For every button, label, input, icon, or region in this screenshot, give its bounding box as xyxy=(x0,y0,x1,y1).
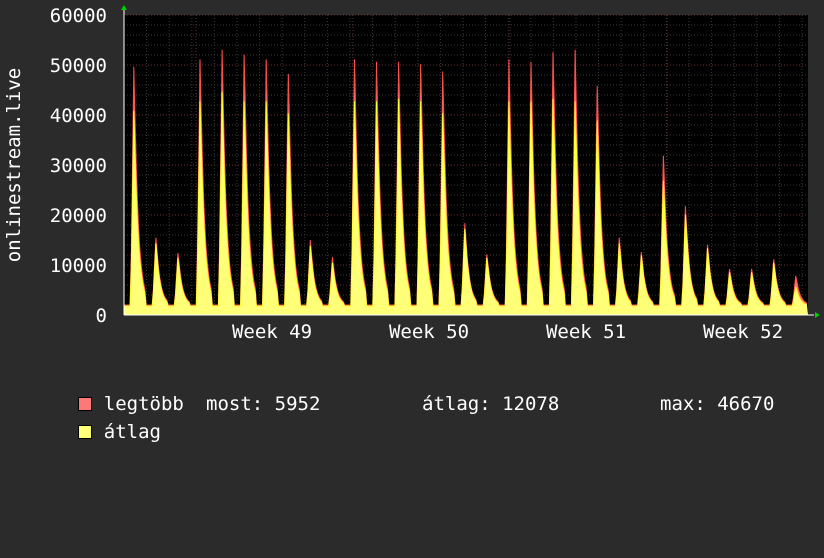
y-tick-label: 50000 xyxy=(50,55,107,77)
x-axis-arrow xyxy=(815,312,820,318)
y-tick-label: 0 xyxy=(96,305,107,327)
y-axis-label: onlinestream.live xyxy=(3,68,25,262)
y-tick-label: 60000 xyxy=(50,5,107,27)
series-avg xyxy=(124,91,808,315)
y-tick-label: 20000 xyxy=(50,205,107,227)
x-tick-label: Week 49 xyxy=(232,321,312,343)
legend-label-max: legtöbb xyxy=(103,393,184,415)
stat-average: átlag: 12078 xyxy=(422,393,560,415)
legend-swatch-avg xyxy=(77,425,92,439)
axes xyxy=(121,5,820,318)
legend-row-avg: átlag most: 5952 átlag: 12078 max: 46670 xyxy=(32,390,774,443)
y-tick-label: 10000 xyxy=(50,255,107,277)
x-tick-labels: Week 49 Week 50 Week 51 Week 52 xyxy=(232,321,783,343)
y-tick-label: 40000 xyxy=(50,105,107,127)
stat-max: max: 46670 xyxy=(660,393,775,415)
stat-now: most: 5952 xyxy=(206,393,321,415)
legend-label-avg: átlag xyxy=(103,421,161,443)
legend-row-max: legtöbb xyxy=(32,362,184,415)
x-tick-label: Week 51 xyxy=(546,321,626,343)
y-tick-label: 30000 xyxy=(50,155,107,177)
y-tick-labels: 0 10000 20000 30000 40000 50000 60000 xyxy=(50,5,107,327)
grid xyxy=(123,14,808,316)
series-avg-area xyxy=(124,91,808,315)
x-tick-label: Week 52 xyxy=(703,321,783,343)
y-axis-arrow xyxy=(121,5,127,10)
legend-swatch-max xyxy=(77,397,92,411)
series-avg-line xyxy=(124,91,807,307)
x-tick-label: Week 50 xyxy=(389,321,469,343)
legend: legtöbb átlag most: 5952 átlag: 12078 ma… xyxy=(32,362,774,443)
